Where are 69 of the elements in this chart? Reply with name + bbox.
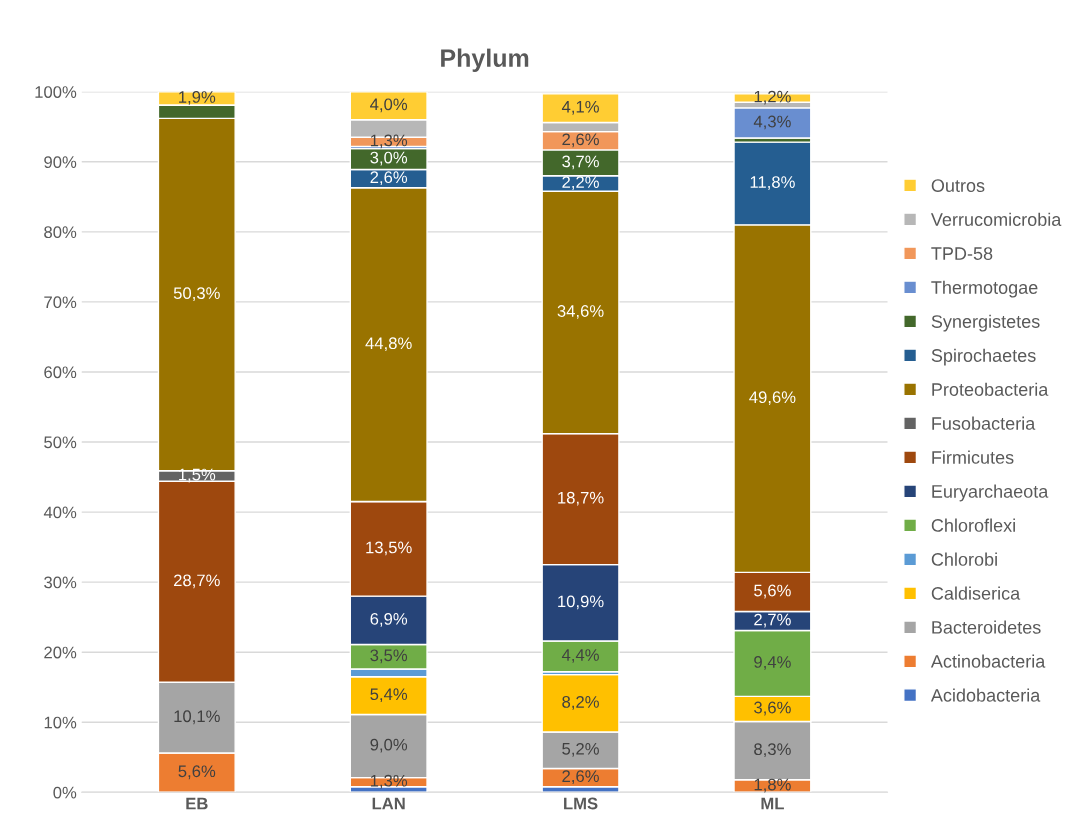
chart-title: Phylum xyxy=(441,48,529,72)
data-label: 6,9% xyxy=(370,612,408,627)
data-label: 9,4% xyxy=(754,656,791,670)
data-label: 44,8% xyxy=(365,337,412,352)
data-label: 18,7% xyxy=(558,491,604,506)
data-label: 1,2% xyxy=(754,90,791,105)
x-tick-label: EB xyxy=(186,797,208,810)
data-label: 1,3% xyxy=(370,774,408,789)
legend-label: Bacteroidetes xyxy=(932,620,1041,634)
data-label: 10,1% xyxy=(174,710,220,725)
data-label: 1,9% xyxy=(179,91,216,105)
data-label: 3,6% xyxy=(754,701,791,716)
data-label: 10,9% xyxy=(558,595,604,610)
data-label: 8,2% xyxy=(562,696,599,710)
legend-label: Outros xyxy=(931,179,985,192)
data-label: 3,7% xyxy=(562,155,599,170)
y-tick-label: 100% xyxy=(35,86,77,98)
data-label: 5,6% xyxy=(754,584,791,599)
legend-label: Verrucomicrobia xyxy=(930,212,1062,226)
y-tick-label: 50% xyxy=(44,436,77,449)
legend-label: Chloroflexi xyxy=(931,518,1015,532)
legend-label: Euryarchaeota xyxy=(932,484,1049,502)
data-label: 2,6% xyxy=(562,770,599,785)
legend-label: Acidobacteria xyxy=(930,688,1041,702)
y-tick-label: 10% xyxy=(44,716,77,729)
legend-label: Thermotogae xyxy=(931,280,1038,298)
y-tick-label: 30% xyxy=(44,576,77,589)
legend-label: Synergistetes xyxy=(931,314,1040,332)
data-label: 8,3% xyxy=(754,743,791,758)
legend-label: Fusobacteria xyxy=(932,416,1036,430)
legend-label: Caldiserica xyxy=(931,586,1021,600)
data-label: 9,0% xyxy=(370,738,408,753)
data-label: 1,8% xyxy=(754,778,791,793)
legend-label: Chlorobi xyxy=(931,552,997,566)
data-label: 11,8% xyxy=(750,176,795,190)
y-tick-label: 80% xyxy=(44,226,77,239)
y-tick-label: 70% xyxy=(44,296,77,309)
data-label: 34,6% xyxy=(557,305,604,319)
x-tick-label: LAN xyxy=(372,797,405,810)
x-tick-label: LMS xyxy=(564,797,598,810)
data-label: 5,6% xyxy=(178,765,216,780)
data-label: 5,4% xyxy=(370,688,408,703)
data-label: 28,7% xyxy=(174,574,220,589)
legend-label: Proteobacteria xyxy=(932,382,1049,396)
y-tick-label: 90% xyxy=(44,156,77,168)
legend-label: Spirochaetes xyxy=(931,348,1036,366)
y-tick-label: 60% xyxy=(44,366,77,379)
y-tick-label: 0% xyxy=(53,786,77,799)
data-label: 4,1% xyxy=(561,100,599,115)
data-label: 2,2% xyxy=(562,176,599,190)
data-label: 3,5% xyxy=(370,649,408,664)
data-label: 2,7% xyxy=(754,613,791,628)
data-label: 49,6% xyxy=(749,391,796,406)
data-label: 4,0% xyxy=(370,98,408,113)
data-label: 4,3% xyxy=(753,115,791,130)
data-label: 5,2% xyxy=(562,742,599,757)
legend-label: Actinobacteria xyxy=(930,654,1046,668)
data-label: 4,4% xyxy=(561,649,599,663)
x-tick-label: ML xyxy=(761,797,784,810)
legend-label: TPD-58 xyxy=(931,247,993,260)
data-label: 3,0% xyxy=(370,151,408,166)
data-label: 1,3% xyxy=(370,134,408,149)
data-label: 2,6% xyxy=(562,133,599,148)
y-tick-label: 40% xyxy=(43,506,77,519)
legend-label: Firmicutes xyxy=(932,450,1014,464)
data-label: 2,6% xyxy=(370,171,408,186)
data-label: 13,5% xyxy=(366,541,412,556)
y-tick-label: 20% xyxy=(44,646,77,659)
data-label: 50,3% xyxy=(173,287,220,301)
